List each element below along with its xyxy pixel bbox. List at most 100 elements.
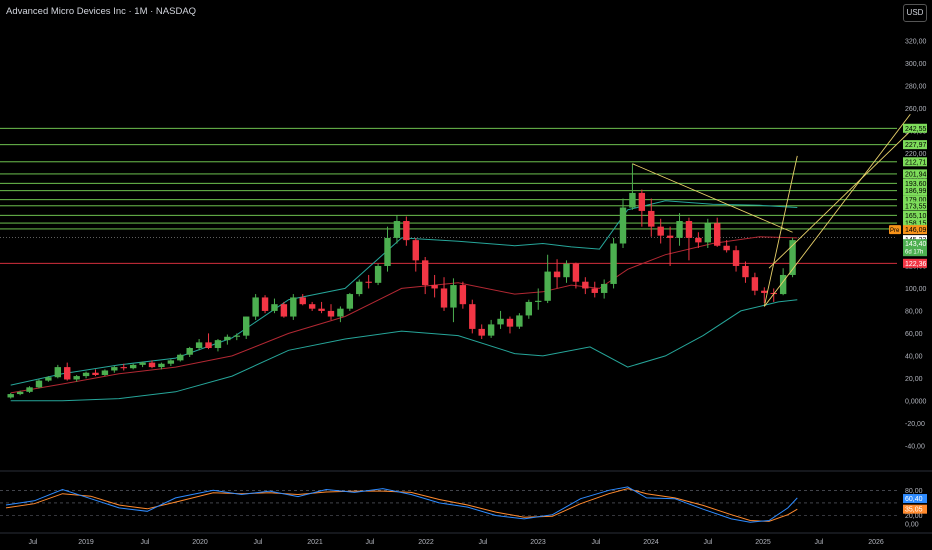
candle-body[interactable] <box>525 301 533 316</box>
candle-body[interactable] <box>761 290 768 293</box>
candle-body[interactable] <box>629 192 636 208</box>
candle-body[interactable] <box>666 235 674 238</box>
currency-button[interactable]: USD <box>903 4 927 22</box>
candle-body[interactable] <box>704 223 711 243</box>
candle-body[interactable] <box>271 304 278 311</box>
candle-body[interactable] <box>779 274 787 295</box>
candle-body[interactable] <box>431 285 438 289</box>
stoch-k-badge <box>903 494 927 504</box>
candle-body[interactable] <box>563 263 570 278</box>
candle-body[interactable] <box>54 367 62 378</box>
candle-body[interactable] <box>158 363 165 368</box>
candle-body[interactable] <box>450 285 457 308</box>
candle-body[interactable] <box>177 354 184 361</box>
candle-body[interactable] <box>243 316 250 336</box>
candle-body[interactable] <box>497 318 504 325</box>
y-axis-tick-label: 100,00 <box>905 286 927 293</box>
candle-body[interactable] <box>308 304 316 309</box>
candle-body[interactable] <box>393 221 401 238</box>
candle-body[interactable] <box>92 372 99 375</box>
candle-body[interactable] <box>619 207 627 244</box>
candle-body[interactable] <box>64 367 71 380</box>
candle-body[interactable] <box>648 210 655 227</box>
candle-body[interactable] <box>487 324 495 336</box>
y-axis-tick-label: 20,00 <box>905 376 923 383</box>
candle-body[interactable] <box>610 243 617 284</box>
candle-body[interactable] <box>535 300 542 302</box>
stoch-d-value: 35,05 <box>905 507 923 514</box>
candle-body[interactable] <box>35 380 43 388</box>
candle-body[interactable] <box>440 288 448 308</box>
candle-body[interactable] <box>714 223 721 246</box>
candle-body[interactable] <box>742 265 749 278</box>
candle-body[interactable] <box>516 315 523 327</box>
level-price-badge <box>903 210 927 220</box>
trendline[interactable] <box>763 114 911 307</box>
candle-body[interactable] <box>600 283 608 293</box>
candle-body[interactable] <box>299 297 306 305</box>
premarket-tag-label: Pre <box>890 228 900 234</box>
candle-body[interactable] <box>723 245 730 251</box>
trendline[interactable] <box>632 163 793 233</box>
candle-body[interactable] <box>327 310 335 317</box>
candle-body[interactable] <box>421 260 429 286</box>
candle-body[interactable] <box>365 281 372 283</box>
candle-body[interactable] <box>789 240 796 275</box>
candle-body[interactable] <box>224 336 231 341</box>
candle-body[interactable] <box>384 237 391 266</box>
candle-body[interactable] <box>148 362 156 368</box>
candle-body[interactable] <box>16 391 24 395</box>
candle-body[interactable] <box>403 221 410 241</box>
candle-body[interactable] <box>374 265 382 283</box>
candle-body[interactable] <box>205 342 212 349</box>
candle-body[interactable] <box>657 226 664 236</box>
candle-body[interactable] <box>73 376 80 380</box>
candle-body[interactable] <box>676 221 683 238</box>
candle-body[interactable] <box>469 304 476 329</box>
candle-body[interactable] <box>356 281 363 295</box>
candle-body[interactable] <box>214 340 222 349</box>
candle-body[interactable] <box>412 240 419 261</box>
candle-body[interactable] <box>337 308 344 317</box>
y-axis-tick-label: 40,00 <box>905 353 923 360</box>
candle-body[interactable] <box>290 297 297 317</box>
candle-body[interactable] <box>346 294 354 309</box>
candle-body[interactable] <box>45 377 52 381</box>
bar-countdown-label: 6d 17h <box>905 250 923 256</box>
candle-body[interactable] <box>252 297 259 317</box>
candle-body[interactable] <box>732 250 740 266</box>
candle-body[interactable] <box>544 271 551 301</box>
candle-body[interactable] <box>695 237 702 243</box>
candle-body[interactable] <box>459 285 467 305</box>
candle-body[interactable] <box>167 360 175 364</box>
candle-body[interactable] <box>553 271 561 278</box>
candle-body[interactable] <box>26 387 33 392</box>
candle-body[interactable] <box>186 348 193 355</box>
candle-body[interactable] <box>506 318 514 327</box>
level-price-label: 242,55 <box>905 126 927 133</box>
candle-body[interactable] <box>280 304 288 317</box>
candle-body[interactable] <box>129 364 137 369</box>
candle-body[interactable] <box>139 362 146 365</box>
candle-body[interactable] <box>82 372 90 377</box>
level-price-label: 173,55 <box>905 203 927 210</box>
trendline[interactable] <box>763 155 798 307</box>
candle-body[interactable] <box>7 394 14 398</box>
candle-body[interactable] <box>751 277 759 291</box>
level-price-label: 158,15 <box>905 221 927 228</box>
candle-body[interactable] <box>572 263 580 282</box>
candle-body[interactable] <box>591 288 598 293</box>
candle-body[interactable] <box>318 308 325 311</box>
candle-body[interactable] <box>101 370 109 375</box>
candle-body[interactable] <box>478 328 485 336</box>
candle-body[interactable] <box>111 367 118 371</box>
candle-body[interactable] <box>638 192 646 211</box>
trendline[interactable] <box>768 130 911 269</box>
candle-body[interactable] <box>120 367 127 369</box>
candle-body[interactable] <box>261 297 269 311</box>
candle-body[interactable] <box>582 281 589 289</box>
candle-body[interactable] <box>685 221 693 238</box>
candle-body[interactable] <box>233 335 240 337</box>
candle-body[interactable] <box>195 342 203 349</box>
